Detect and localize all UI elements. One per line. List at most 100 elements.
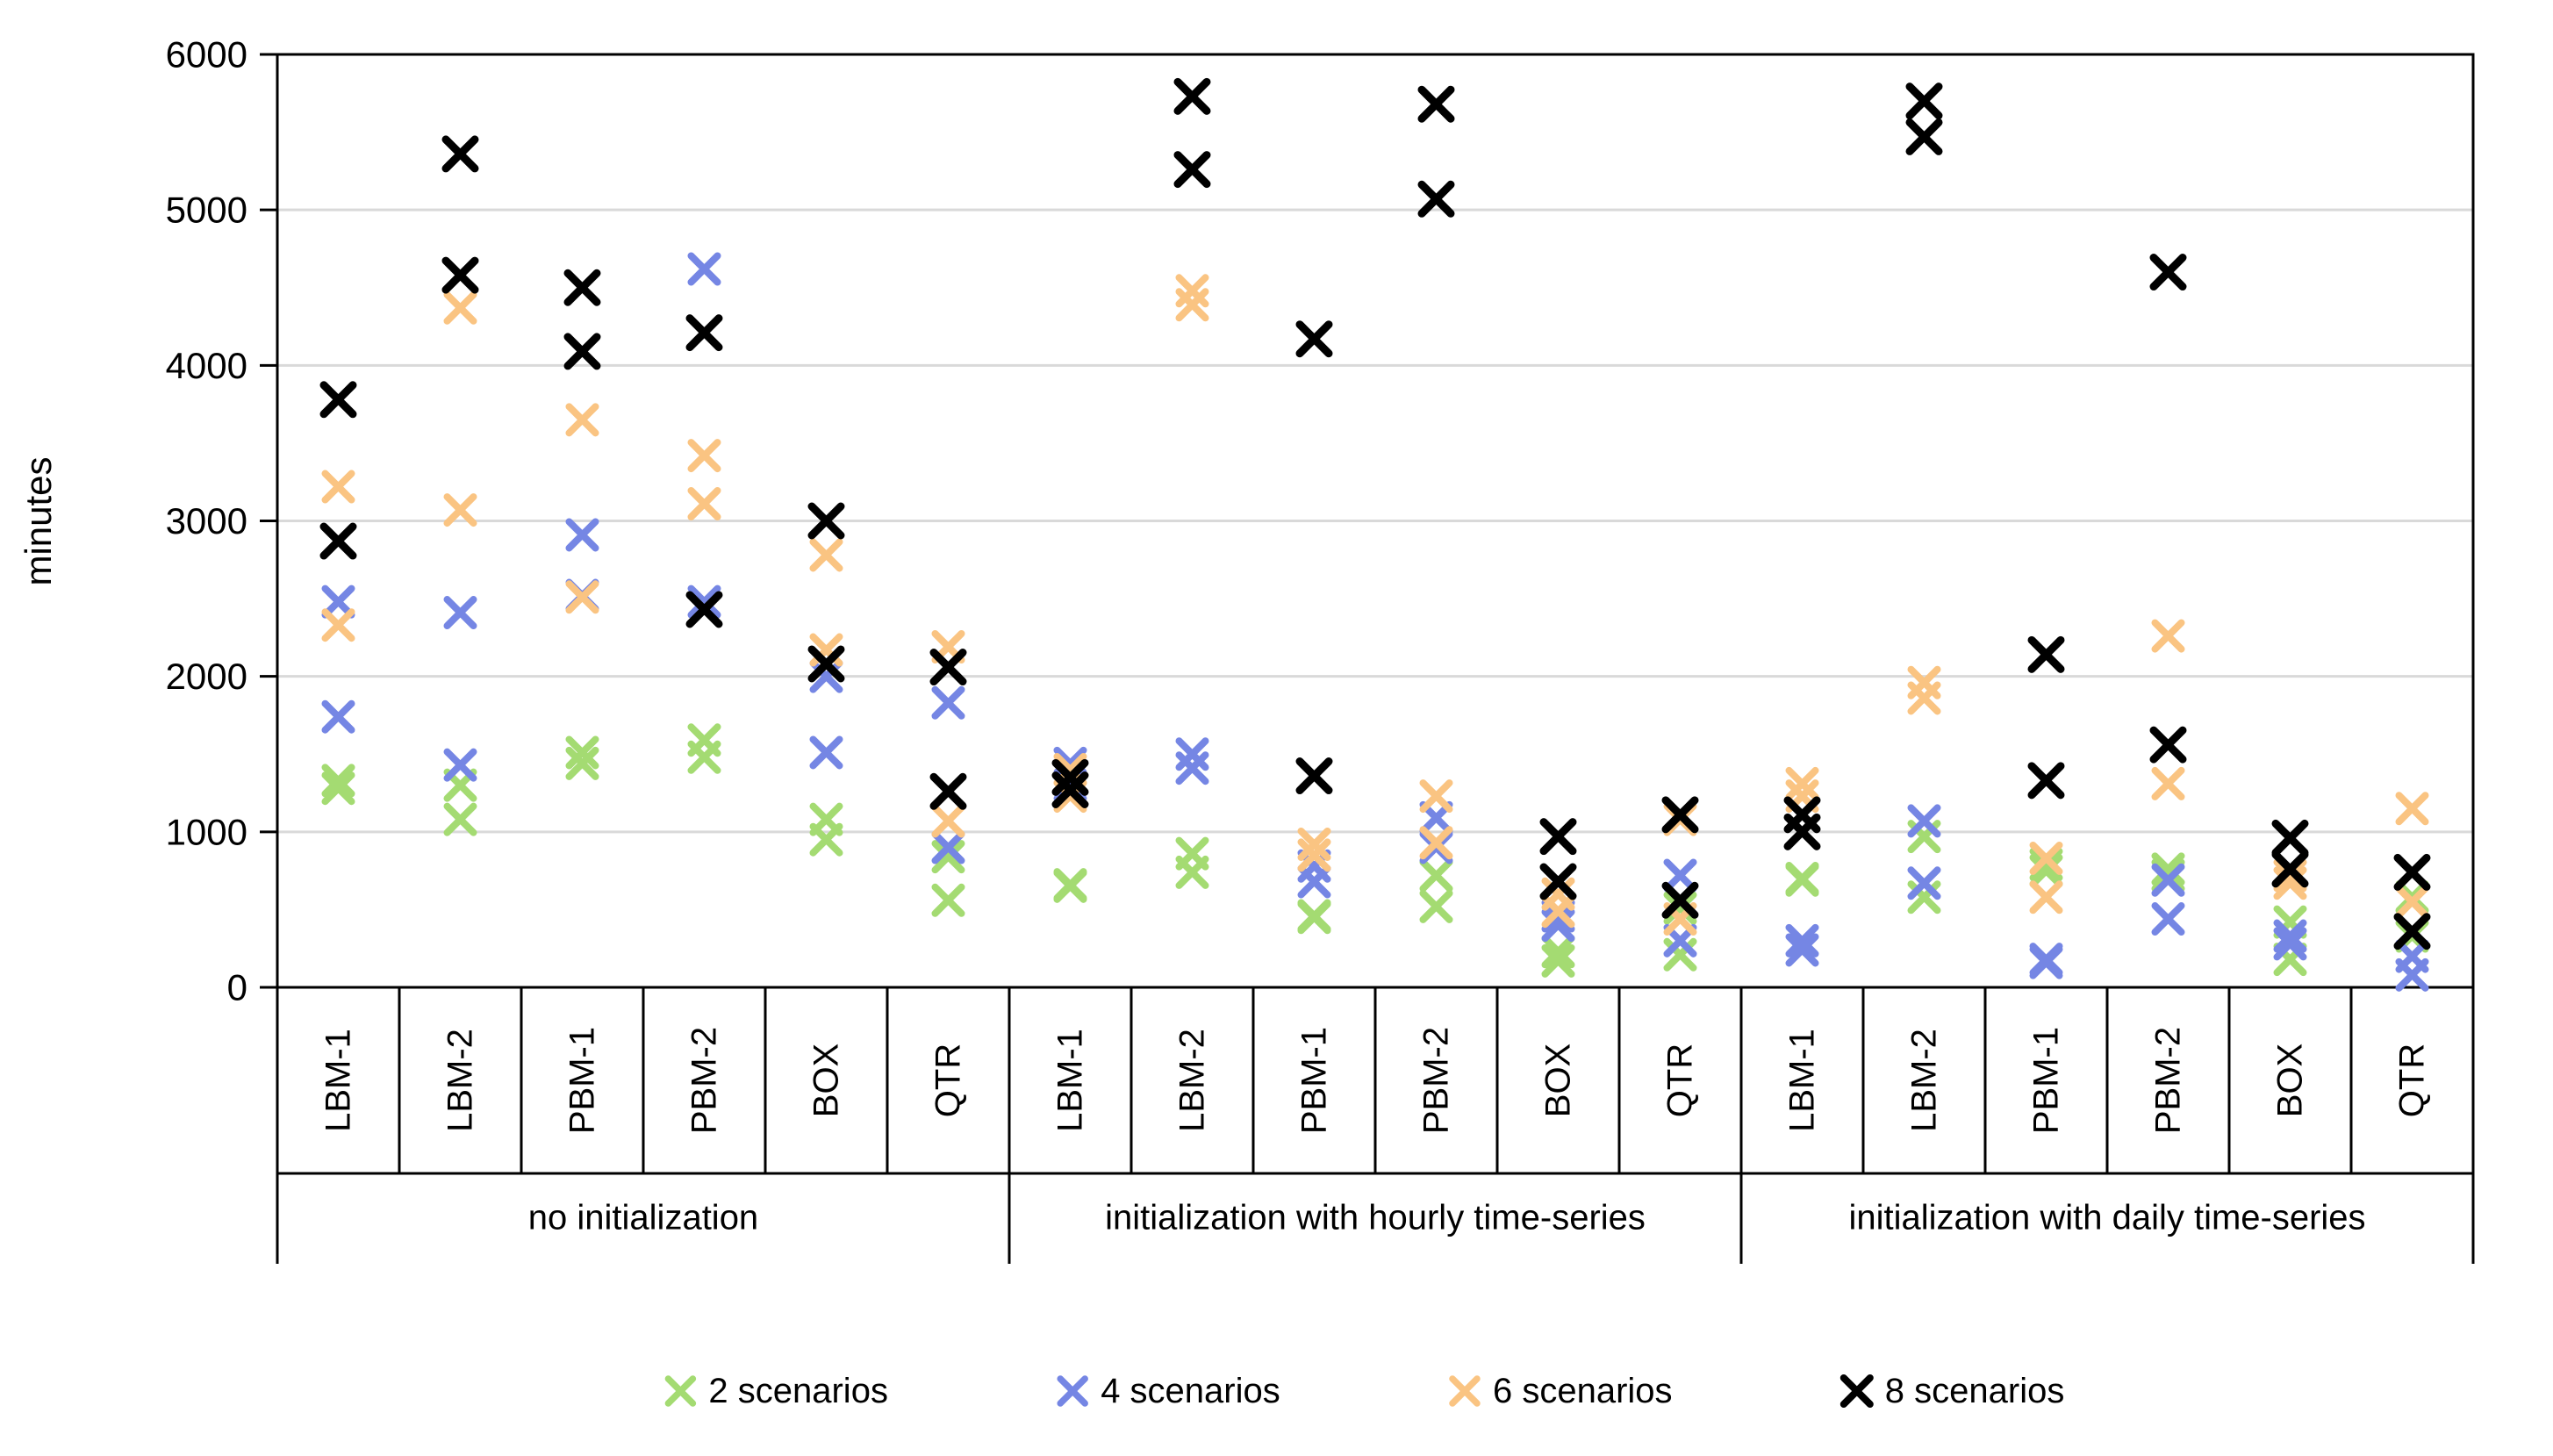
marker-4-scenarios [2273, 927, 2307, 961]
marker-6-scenarios [443, 493, 477, 527]
marker-8-scenarios [1661, 881, 1699, 919]
marker-4-scenarios [687, 585, 721, 619]
marker-4-scenarios [1297, 864, 1331, 899]
marker-2-scenarios [1541, 943, 1575, 978]
marker-6-scenarios [809, 538, 843, 572]
y-tick-label: 3000 [166, 500, 247, 542]
marker-6-scenarios [1907, 681, 1941, 715]
marker-6-scenarios [1419, 826, 1453, 860]
marker-6-scenarios [565, 403, 599, 437]
marker-2-scenarios [565, 746, 599, 780]
marker-8-scenarios [2027, 635, 2065, 673]
marker-8-scenarios [807, 645, 845, 683]
marker-8-scenarios [441, 135, 479, 173]
axes-layer [260, 53, 2475, 1264]
marker-4-scenarios [2151, 863, 2185, 897]
marker-6-scenarios [321, 608, 355, 642]
legend-label: 6 scenarios [1493, 1372, 1673, 1410]
legend-item-6-scenarios: 6 scenarios [1449, 1372, 1673, 1410]
marker-2-scenarios [443, 802, 477, 836]
marker-8-scenarios [1539, 818, 1577, 856]
marker-8-scenarios [1905, 118, 1943, 155]
category-label: PBM-2 [685, 1027, 724, 1134]
marker-4-scenarios [443, 748, 477, 782]
legend-item-8-scenarios: 8 scenarios [1839, 1372, 2064, 1410]
category-label: QTR [1661, 1044, 1700, 1117]
category-label: QTR [2393, 1044, 2432, 1117]
marker-8-scenarios [1173, 151, 1211, 189]
marker-8-scenarios [1417, 85, 1455, 123]
marker-4-scenarios [2151, 902, 2185, 936]
marker-8-scenarios [2271, 850, 2309, 888]
marker-2-scenarios [2029, 848, 2063, 882]
marker-8-scenarios [1539, 863, 1577, 900]
marker-4-scenarios [1907, 866, 1941, 900]
marker-2-scenarios [2151, 852, 2185, 886]
marker-6-scenarios [2029, 880, 2063, 914]
marker-4-scenarios [1663, 858, 1697, 893]
axis-labels-layer: 0 1000 2000 3000 4000 5000 6000 LBM-1 LBM-2 PBM-1… [166, 34, 2432, 1237]
marker-2-scenarios [1663, 891, 1697, 925]
marker-8-scenarios [319, 381, 357, 419]
marker-6-scenarios [443, 290, 477, 325]
marker-4-scenarios [931, 685, 965, 720]
marker-8-scenarios [685, 591, 723, 628]
marker-2-scenarios [1175, 855, 1209, 889]
legend-label: 2 scenarios [708, 1372, 888, 1410]
category-label: BOX [807, 1044, 846, 1117]
category-label: PBM-2 [2149, 1027, 2188, 1134]
marker-6-scenarios [565, 580, 599, 614]
category-label: BOX [2271, 1044, 2310, 1117]
marker-8-scenarios [1417, 180, 1455, 218]
marker-4-scenarios [321, 585, 355, 619]
marker-4-scenarios [931, 830, 965, 864]
y-tick-label: 5000 [166, 190, 247, 231]
marker-2-scenarios [1419, 889, 1453, 923]
marker-4-scenarios [2395, 958, 2429, 992]
marker-2-scenarios [1053, 869, 1087, 903]
legend-marker-2-scenarios [664, 1375, 697, 1407]
marker-6-scenarios [1297, 828, 1331, 862]
marker-6-scenarios [2151, 766, 2185, 800]
legend-item-4-scenarios: 4 scenarios [1057, 1372, 1280, 1410]
marker-8-scenarios [929, 772, 967, 810]
marker-8-scenarios [1783, 813, 1821, 850]
marker-2-scenarios [809, 822, 843, 857]
marker-8-scenarios [2027, 762, 2065, 800]
marker-8-scenarios [807, 502, 845, 540]
legend-marker-8-scenarios [1839, 1374, 1874, 1408]
marker-8-scenarios [929, 649, 967, 686]
gridlines-layer [277, 208, 2473, 834]
marker-4-scenarios [687, 252, 721, 286]
marker-8-scenarios [2149, 726, 2187, 764]
y-tick-label: 4000 [166, 345, 247, 386]
group-label: no initialization [528, 1199, 758, 1237]
marker-2-scenarios [565, 735, 599, 770]
category-label: QTR [929, 1044, 968, 1117]
category-label: BOX [1539, 1044, 1578, 1117]
marker-8-scenarios [1051, 758, 1089, 796]
marker-6-scenarios [2273, 858, 2307, 893]
marker-8-scenarios [2393, 913, 2431, 950]
marker-2-scenarios [1419, 858, 1453, 893]
marker-2-scenarios [931, 883, 965, 917]
marker-2-scenarios [321, 764, 355, 798]
legend-label: 4 scenarios [1101, 1372, 1280, 1410]
group-label: initialization with daily time-series [1848, 1199, 2365, 1237]
marker-8-scenarios [685, 314, 723, 352]
category-label: PBM-1 [563, 1027, 602, 1134]
category-label: LBM-1 [319, 1029, 358, 1132]
marker-8-scenarios [1905, 82, 1943, 120]
marker-6-scenarios [687, 487, 721, 521]
marker-8-scenarios [563, 269, 601, 306]
marker-6-scenarios [1785, 766, 1819, 800]
marker-2-scenarios [2029, 854, 2063, 888]
marker-2-scenarios [931, 840, 965, 874]
marker-2-scenarios [1297, 900, 1331, 935]
marker-8-scenarios [1173, 77, 1211, 115]
category-label: LBM-1 [1051, 1029, 1090, 1132]
marker-6-scenarios [2395, 792, 2429, 826]
marker-8-scenarios [563, 333, 601, 370]
